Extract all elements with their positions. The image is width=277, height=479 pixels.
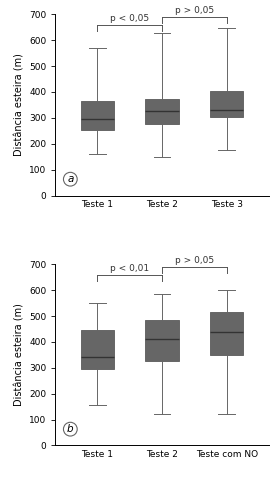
PathPatch shape <box>145 320 179 361</box>
Text: a: a <box>67 174 73 184</box>
Text: b: b <box>67 424 74 434</box>
PathPatch shape <box>145 99 179 124</box>
PathPatch shape <box>210 91 243 116</box>
Text: p > 0,05: p > 0,05 <box>175 6 214 15</box>
PathPatch shape <box>81 101 114 129</box>
Y-axis label: Distância esteira (m): Distância esteira (m) <box>15 304 25 406</box>
PathPatch shape <box>81 331 114 369</box>
Text: p > 0,05: p > 0,05 <box>175 256 214 265</box>
PathPatch shape <box>210 312 243 355</box>
Text: p < 0,05: p < 0,05 <box>110 13 149 23</box>
Text: p < 0,01: p < 0,01 <box>110 263 149 273</box>
Y-axis label: Distância esteira (m): Distância esteira (m) <box>15 54 25 156</box>
